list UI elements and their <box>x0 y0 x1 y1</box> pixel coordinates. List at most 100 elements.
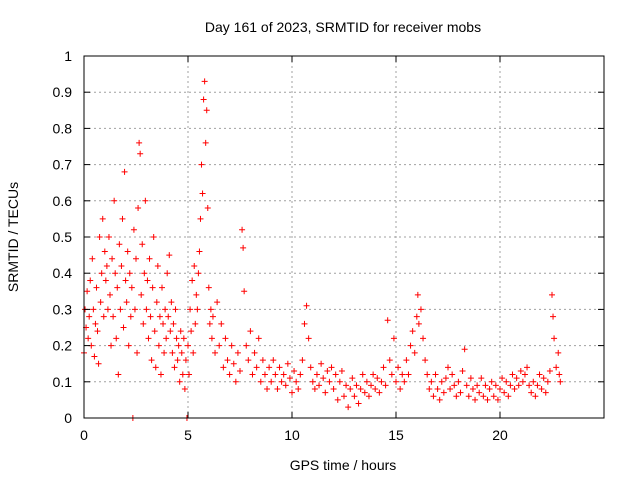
data-point <box>134 349 141 356</box>
data-point <box>426 386 433 393</box>
data-point <box>272 371 279 378</box>
data-point <box>85 335 92 342</box>
data-point <box>297 371 304 378</box>
data-point <box>100 313 107 320</box>
data-point <box>136 139 143 146</box>
y-tick-label: 1 <box>64 48 72 64</box>
data-point <box>110 313 117 320</box>
data-point <box>128 284 135 291</box>
data-point <box>511 386 518 393</box>
data-point <box>438 378 445 385</box>
data-point <box>133 255 139 262</box>
data-point <box>214 299 221 306</box>
data-point <box>202 139 209 146</box>
data-point <box>173 335 180 342</box>
data-point <box>501 389 508 396</box>
data-point <box>143 306 150 313</box>
x-axis-label: GPS time / hours <box>290 457 397 473</box>
data-point <box>241 288 248 295</box>
y-tick-label: 0.9 <box>53 84 73 100</box>
data-point <box>99 215 106 222</box>
data-point <box>142 197 149 204</box>
data-point <box>144 277 151 284</box>
data-point <box>121 168 128 175</box>
data-point <box>111 197 118 204</box>
data-point <box>546 367 553 374</box>
data-point <box>276 364 283 371</box>
data-point <box>251 349 258 356</box>
data-point <box>117 306 124 313</box>
data-point <box>162 306 169 313</box>
data-point <box>232 378 239 385</box>
data-point <box>149 284 156 291</box>
data-point <box>137 150 144 157</box>
data-point <box>480 393 487 400</box>
data-point <box>257 378 264 385</box>
data-point <box>551 335 558 342</box>
data-point <box>239 226 246 233</box>
data-point <box>126 270 133 277</box>
data-point <box>140 320 147 327</box>
data-point <box>218 320 225 327</box>
data-point <box>549 291 555 298</box>
data-point <box>291 367 298 374</box>
data-point <box>378 378 385 385</box>
data-point <box>363 378 370 385</box>
data-point <box>280 371 287 378</box>
data-point <box>192 320 199 327</box>
data-point <box>146 255 153 262</box>
x-tick-label: 10 <box>284 427 300 443</box>
data-point <box>98 270 105 277</box>
data-point <box>524 364 531 371</box>
data-point <box>249 371 256 378</box>
data-point <box>94 328 101 335</box>
data-point <box>92 320 99 327</box>
data-point <box>482 382 489 389</box>
y-tick-label: 0.5 <box>53 229 73 245</box>
data-point <box>449 371 456 378</box>
data-point <box>175 342 182 349</box>
data-point <box>87 277 94 284</box>
data-point <box>490 393 497 400</box>
data-point <box>393 378 399 385</box>
x-tick-label: 0 <box>80 427 88 443</box>
y-axis-label: SRMTID / TECUs <box>5 182 21 292</box>
data-point <box>157 371 164 378</box>
data-point <box>307 364 314 371</box>
data-point <box>193 291 200 298</box>
data-point <box>199 190 206 197</box>
data-point <box>309 378 316 385</box>
data-point <box>216 342 223 349</box>
data-point <box>268 378 275 385</box>
data-point <box>266 364 273 371</box>
data-point <box>114 284 121 291</box>
data-point <box>289 389 295 396</box>
data-point <box>345 404 352 411</box>
data-point <box>91 353 98 360</box>
data-point <box>178 349 185 356</box>
data-point <box>303 302 310 309</box>
data-point <box>198 161 205 168</box>
data-point <box>401 378 408 385</box>
data-point <box>171 364 178 371</box>
data-point <box>194 306 201 313</box>
data-point <box>125 342 132 349</box>
data-point <box>224 357 231 364</box>
data-point <box>528 389 535 396</box>
data-point <box>147 313 154 320</box>
data-point <box>245 357 252 364</box>
data-point <box>208 335 215 342</box>
y-tick-label: 0.4 <box>53 265 73 281</box>
y-axis-ticks: 0 0.1 0.2 0.3 0.4 0.5 0.6 0.7 0.8 0.9 1 <box>53 48 604 426</box>
data-point <box>503 378 510 385</box>
data-point <box>413 313 420 320</box>
data-point <box>451 382 458 389</box>
data-point <box>414 291 421 298</box>
data-point <box>409 328 416 335</box>
data-point <box>120 324 127 331</box>
data-point <box>165 313 172 320</box>
data-point <box>182 357 189 364</box>
data-point <box>135 205 142 212</box>
data-point <box>336 378 343 385</box>
data-point <box>447 386 454 393</box>
